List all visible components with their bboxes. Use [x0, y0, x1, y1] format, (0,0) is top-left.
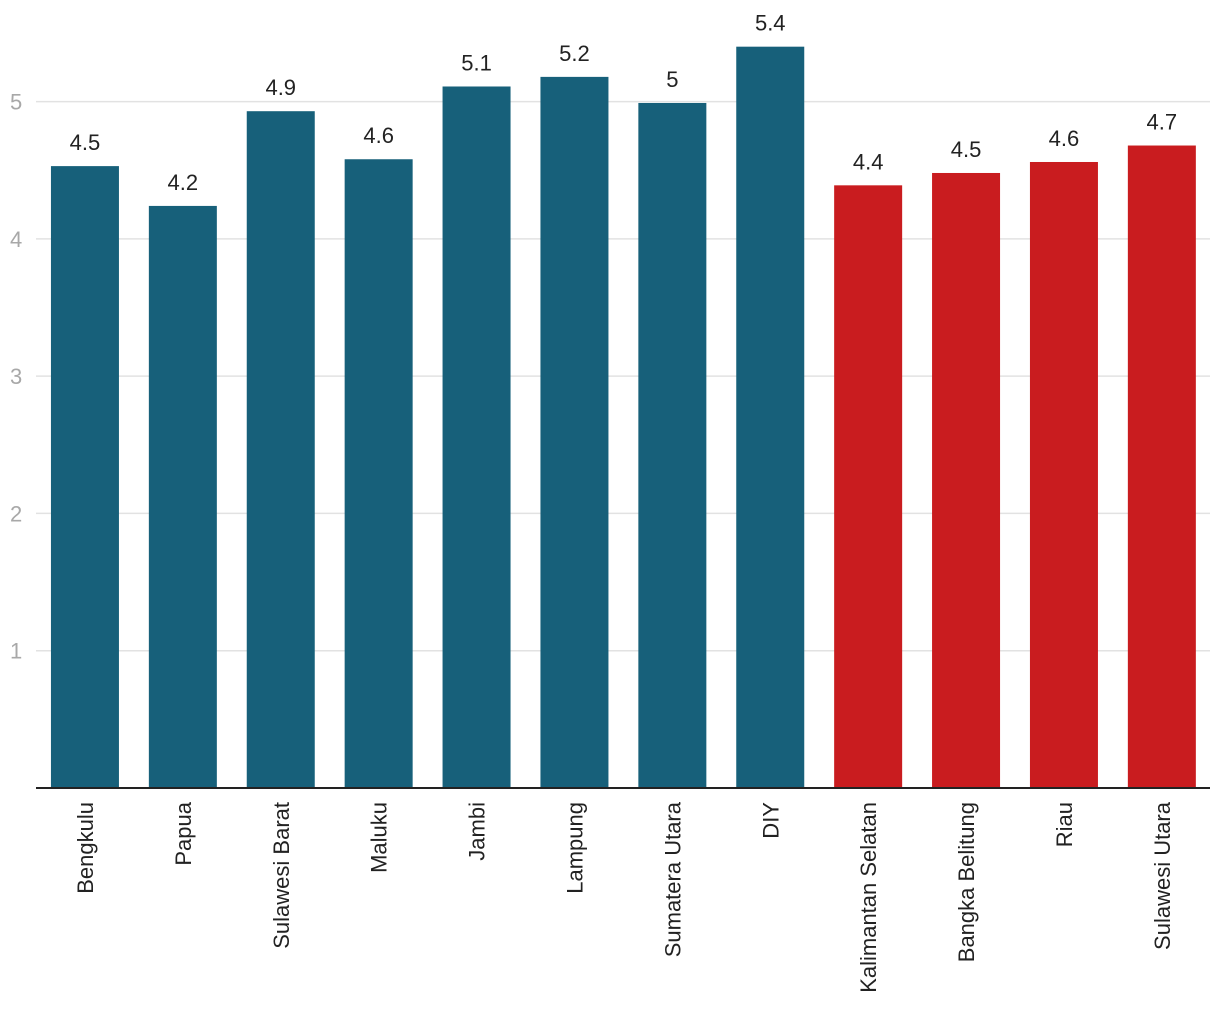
- y-tick-label: 5: [10, 90, 22, 115]
- category-label: Sulawesi Utara: [1150, 801, 1175, 950]
- data-label: 5.2: [559, 41, 590, 66]
- data-label: 4.6: [363, 123, 394, 148]
- y-tick-label: 1: [10, 639, 22, 664]
- data-label: 4.5: [70, 130, 101, 155]
- bar-riau: [1029, 161, 1098, 788]
- y-tick-label: 2: [10, 501, 22, 526]
- category-label: Jambi: [465, 802, 490, 861]
- bar-jambi: [442, 86, 511, 789]
- bars: [50, 46, 1196, 789]
- data-label: 4.6: [1049, 126, 1080, 151]
- bar-sulawesi-utara: [1127, 145, 1196, 788]
- category-labels: Bengkulu Papua Sulawesi Barat Maluku Jambi La…: [73, 801, 1175, 993]
- category-label: Kalimantan Selatan: [856, 802, 881, 993]
- y-tick-label: 3: [10, 364, 22, 389]
- data-label: 5: [666, 67, 678, 92]
- bar-lampung: [540, 76, 609, 788]
- data-label: 4.5: [951, 137, 982, 162]
- category-label: Riau: [1052, 802, 1077, 847]
- bar-kalimantan-selatan: [834, 185, 903, 789]
- bar-maluku: [344, 159, 413, 789]
- category-label: DIY: [758, 802, 783, 839]
- category-label: Bangka Belitung: [954, 802, 979, 962]
- data-label: 5.4: [755, 11, 786, 36]
- bar-sumatera-utara: [638, 102, 707, 788]
- data-label: 4.4: [853, 149, 884, 174]
- data-label: 4.9: [265, 75, 296, 100]
- category-label: Papua: [171, 801, 196, 865]
- category-label: Sumatera Utara: [660, 801, 685, 957]
- y-axis-ticks: 1 2 3 4 5: [10, 90, 22, 664]
- bar-bangka-belitung: [932, 172, 1001, 789]
- category-label: Bengkulu: [73, 802, 98, 894]
- data-labels: 4.5 4.2 4.9 4.6 5.1 5.2 5 5.4 4.4 4.5 4.6 4.7: [70, 11, 1177, 195]
- data-label: 5.1: [461, 50, 492, 75]
- data-label: 4.7: [1147, 110, 1178, 135]
- gridlines: [36, 100, 1210, 652]
- bar-papua: [148, 205, 217, 788]
- bar-sulawesi-barat: [246, 111, 315, 788]
- category-label: Sulawesi Barat: [269, 802, 294, 949]
- category-label: Lampung: [562, 802, 587, 894]
- bar-bengkulu: [50, 166, 119, 788]
- y-tick-label: 4: [10, 227, 22, 252]
- category-label: Maluku: [367, 802, 392, 873]
- data-label: 4.2: [168, 170, 199, 195]
- bar-diy: [736, 46, 805, 788]
